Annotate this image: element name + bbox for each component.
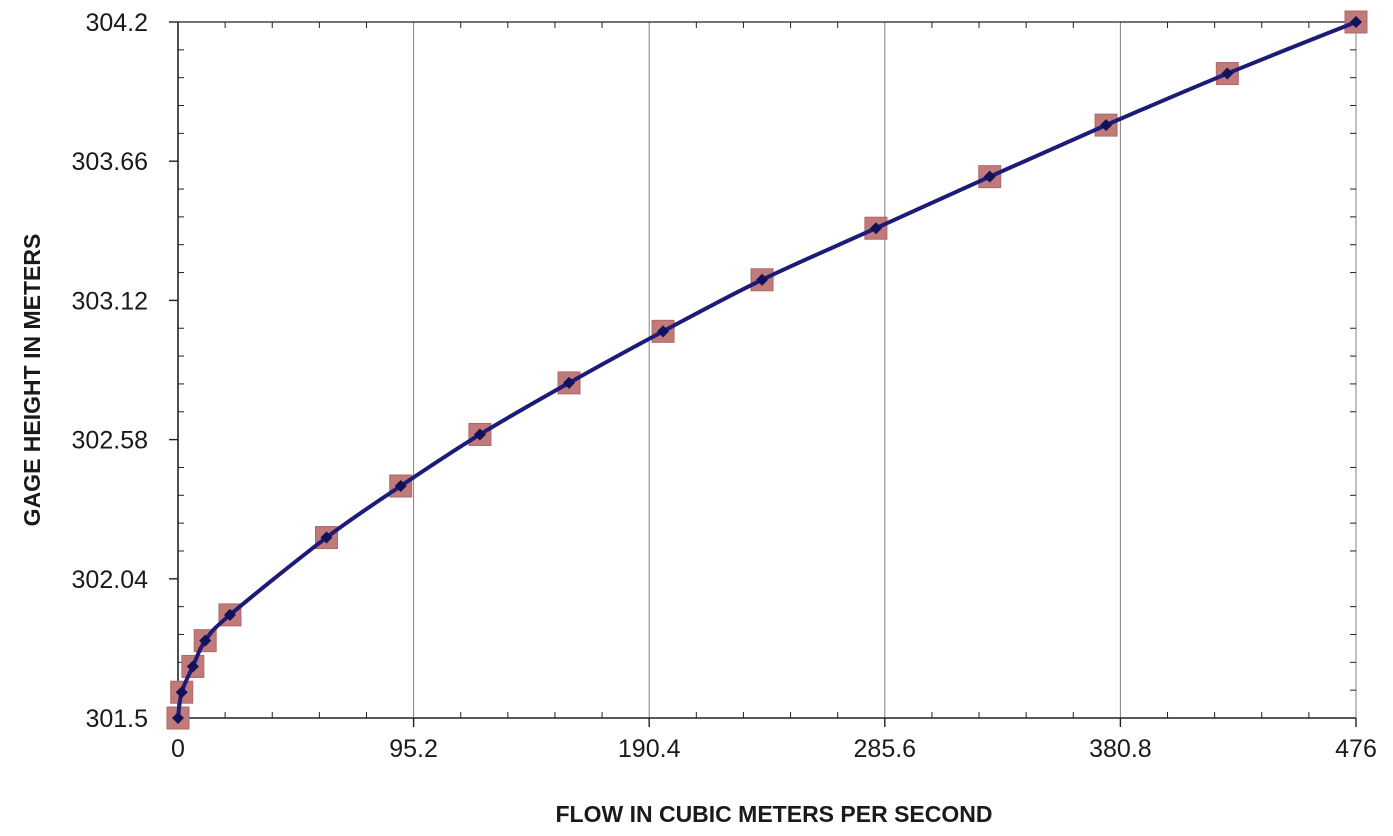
y-tick-labels: 301.5 302.04 302.58 303.12 303.66 304.2 (72, 9, 149, 733)
grid-lines (413, 22, 1357, 718)
curve-point-diamond (394, 480, 407, 492)
curve-point-diamond (1350, 16, 1362, 28)
x-tick-label: 285.6 (854, 735, 917, 763)
x-tick-label: 190.4 (618, 735, 681, 763)
curve-point-markers (172, 16, 1362, 724)
curve-point-diamond (563, 376, 576, 389)
x-tick-label: 0 (171, 735, 185, 763)
curve-point-diamond (473, 428, 486, 441)
curve-point-diamond (1221, 67, 1234, 80)
curve-point-diamond (199, 634, 212, 647)
y-axis-title: GAGE HEIGHT IN METERS (19, 234, 45, 527)
x-tick-label: 380.8 (1089, 735, 1152, 763)
y-tick-label: 304.2 (85, 9, 148, 37)
curve-point-diamond (756, 273, 769, 286)
curve-point-diamond (869, 222, 882, 235)
y-tick-label: 303.66 (72, 148, 148, 176)
curve-point-diamond (223, 608, 236, 621)
y-tick-label: 302.58 (72, 427, 148, 455)
y-tick-label: 303.12 (72, 287, 148, 315)
curve-point-diamond (172, 712, 184, 724)
x-axis-title: FLOW IN CUBIC METERS PER SECOND (555, 801, 992, 827)
minor-ticks (178, 22, 1356, 718)
curve-point-diamond (186, 660, 199, 673)
curve-point-diamond (175, 686, 188, 699)
curve-point-diamond (983, 170, 996, 183)
y-tick-label: 302.04 (72, 566, 149, 594)
x-tick-labels: 0 95.2 190.4 285.6 380.8 476 (171, 735, 1377, 763)
y-tick-label: 301.5 (85, 705, 148, 733)
curve-point-diamond (320, 531, 333, 544)
curve-point-diamond (1100, 119, 1113, 132)
x-tick-label: 476 (1335, 735, 1377, 763)
rating-curve-line (176, 20, 1357, 719)
axes (177, 21, 1356, 719)
x-tick-label: 95.2 (389, 735, 438, 763)
observation-markers (166, 10, 1368, 730)
major-ticks (169, 21, 1357, 727)
curve-point-diamond (657, 325, 670, 338)
